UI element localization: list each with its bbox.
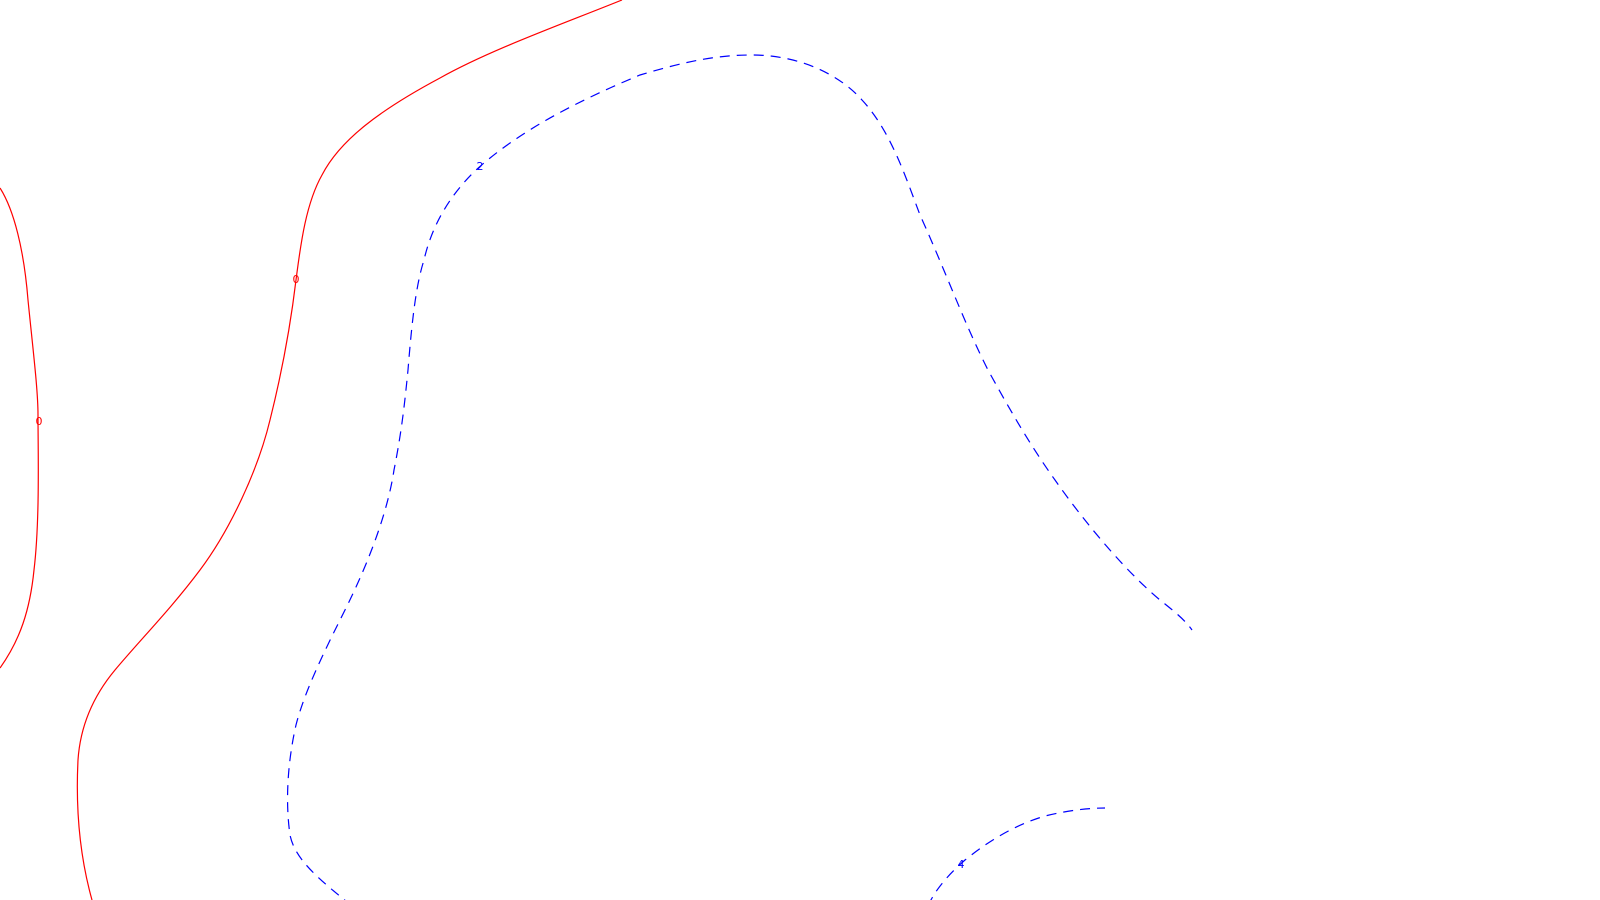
contour-label-0-left: 0 [36,415,43,428]
contour-line-2 [286,54,1193,900]
contour-line-0-middle [76,0,623,900]
contour-line-4 [930,807,1106,900]
contour-label-0-middle: 0 [293,273,300,286]
contour-label-4: 4 [958,858,965,871]
contour-line-0-left [0,187,39,669]
contour-label-2: 2 [477,160,484,173]
